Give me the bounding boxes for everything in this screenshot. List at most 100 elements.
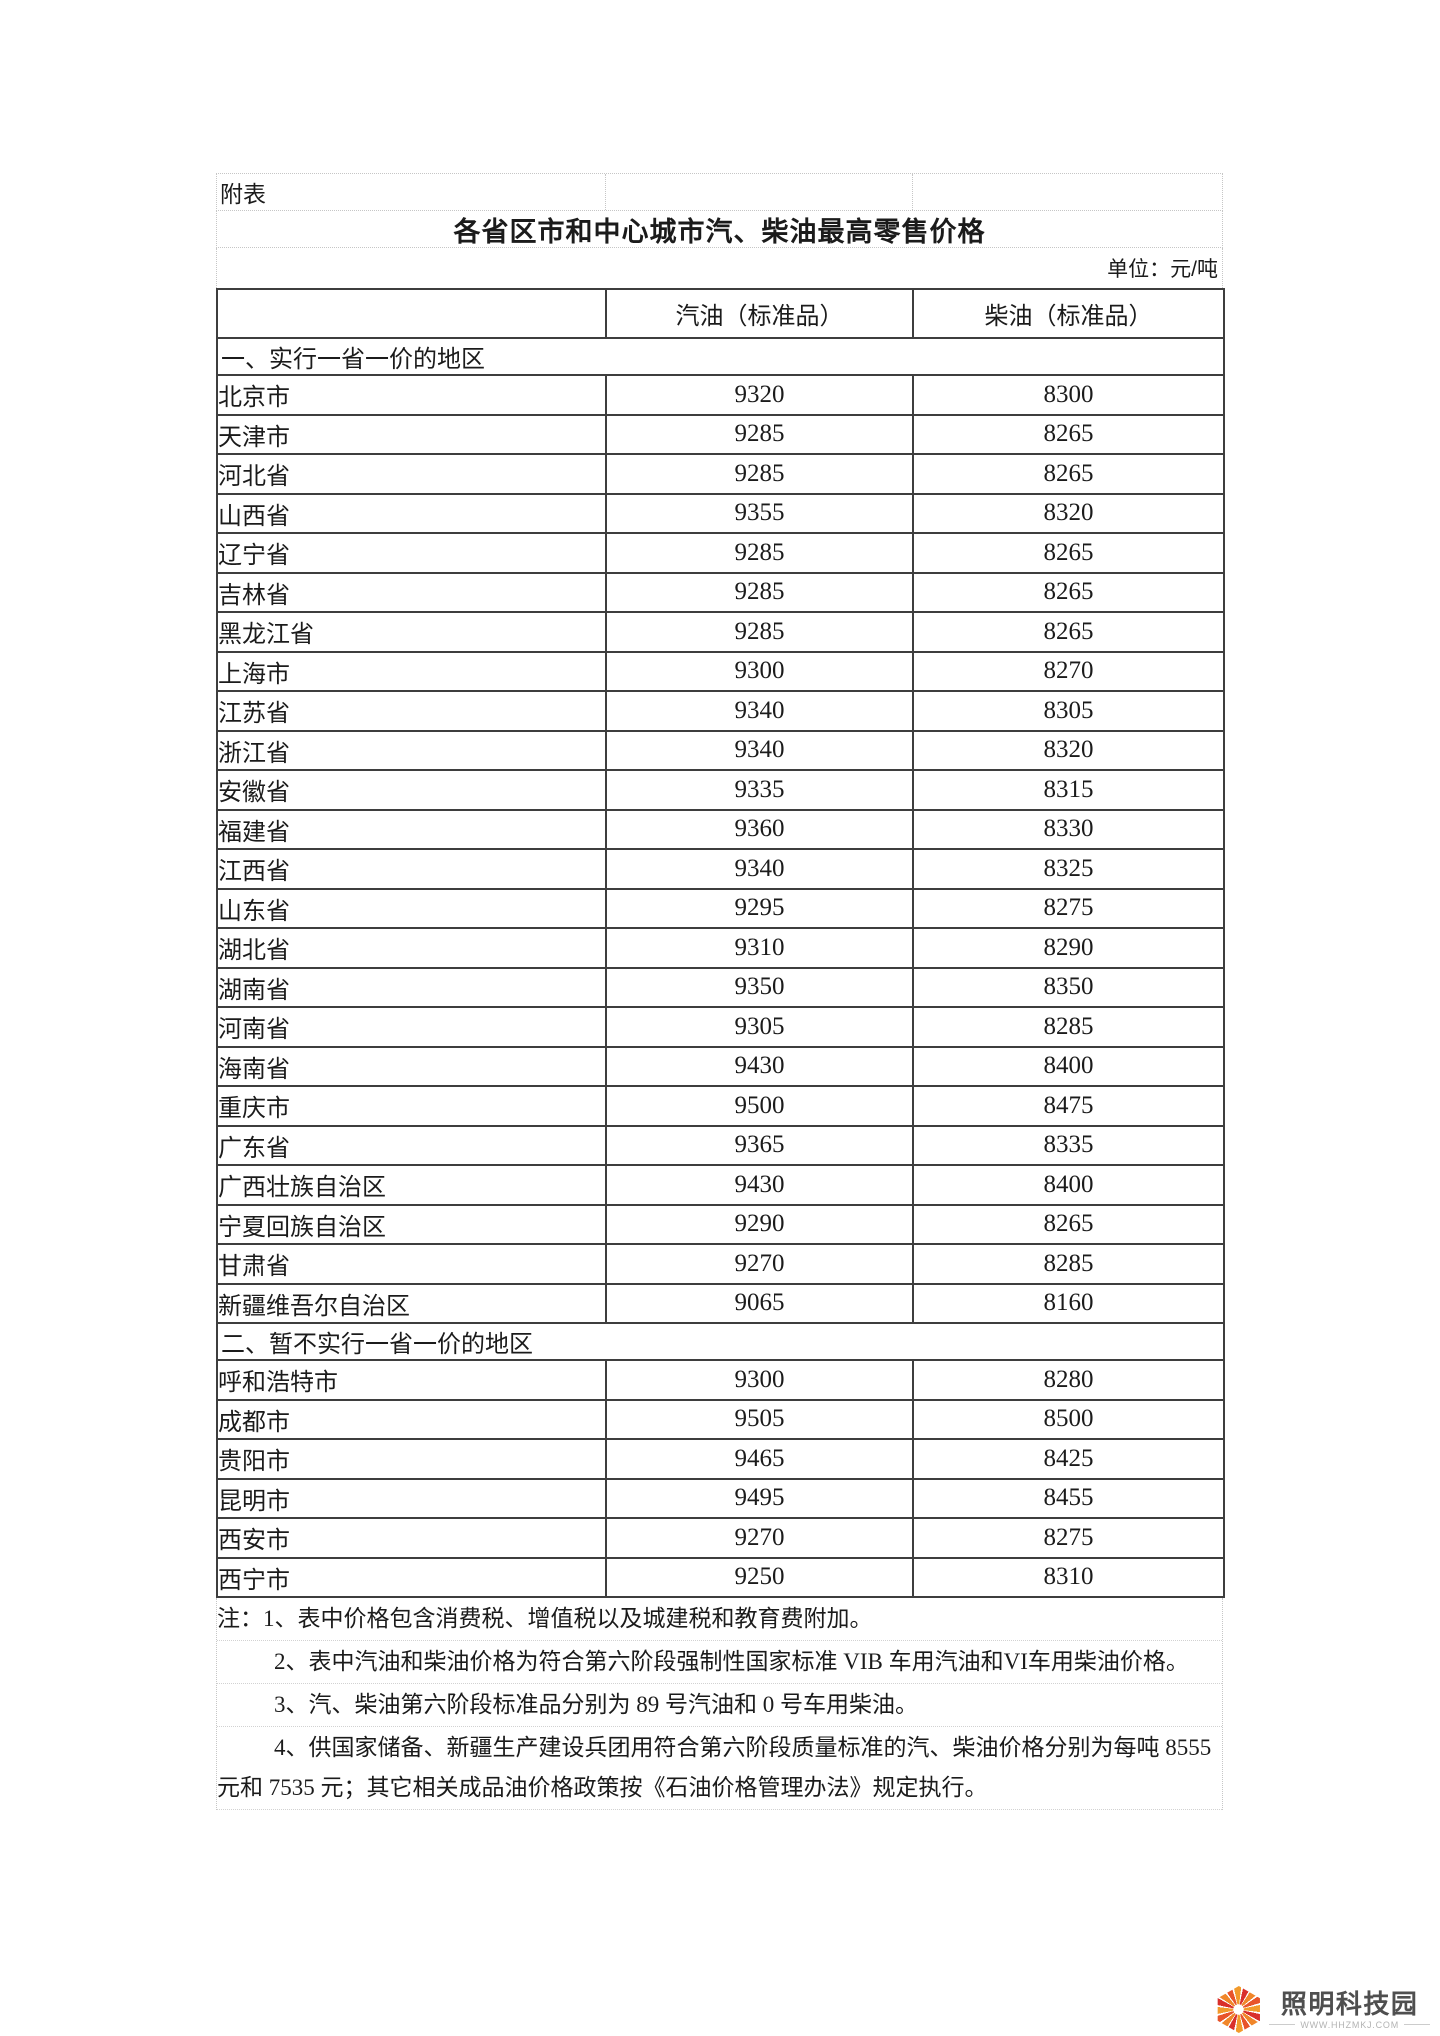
diesel-price-cell: 8310 [912, 1556, 1225, 1598]
table-row: 湖南省 9350 8350 [216, 966, 1225, 1008]
diesel-price-cell: 8320 [912, 729, 1225, 771]
table-row: 辽宁省 9285 8265 [216, 532, 1225, 574]
diesel-price-cell: 8350 [912, 966, 1225, 1008]
table-row: 黑龙江省 9285 8265 [216, 611, 1225, 653]
diesel-price-cell: 8285 [912, 1243, 1225, 1285]
gasoline-price-cell: 9290 [605, 1203, 914, 1245]
watermark-name: 照明科技园 [1280, 1988, 1419, 2019]
region-cell: 河北省 [216, 453, 607, 495]
region-column-header [216, 288, 607, 339]
table-row: 湖北省 9310 8290 [216, 927, 1225, 969]
table-row: 山东省 9295 8275 [216, 887, 1225, 929]
region-cell: 浙江省 [216, 729, 607, 771]
appendix-row-spacer-1 [605, 174, 911, 210]
diesel-price-cell: 8500 [912, 1398, 1225, 1440]
table-row: 贵阳市 9465 8425 [216, 1438, 1225, 1480]
region-cell: 昆明市 [216, 1477, 607, 1519]
gasoline-price-cell: 9270 [605, 1243, 914, 1285]
region-cell: 江苏省 [216, 690, 607, 732]
region-cell: 河南省 [216, 1006, 607, 1048]
gasoline-price-cell: 9285 [605, 532, 914, 574]
region-cell: 天津市 [216, 413, 607, 455]
table-row: 浙江省 9340 8320 [216, 729, 1225, 771]
gasoline-price-cell: 9495 [605, 1477, 914, 1519]
gasoline-price-cell: 9305 [605, 1006, 914, 1048]
region-cell: 山西省 [216, 492, 607, 534]
diesel-price-cell: 8300 [912, 374, 1225, 416]
table-row: 上海市 9300 8270 [216, 650, 1225, 692]
table-row: 吉林省 9285 8265 [216, 571, 1225, 613]
gasoline-price-cell: 9365 [605, 1124, 914, 1166]
diesel-price-cell: 8270 [912, 650, 1225, 692]
gasoline-price-cell: 9250 [605, 1556, 914, 1598]
appendix-label: 附表 [220, 181, 266, 207]
column-header-row: 汽油（标准品） 柴油（标准品） [216, 288, 1225, 339]
diesel-price-cell: 8305 [912, 690, 1225, 732]
page-title: 各省区市和中心城市汽、柴油最高零售价格 [216, 211, 1223, 248]
region-cell: 湖南省 [216, 966, 607, 1008]
table-row: 广东省 9365 8335 [216, 1124, 1225, 1166]
gasoline-price-cell: 9505 [605, 1398, 914, 1440]
table-row: 呼和浩特市 9300 8280 [216, 1359, 1225, 1401]
gasoline-price-cell: 9300 [605, 650, 914, 692]
notes: 注：1、表中价格包含消费税、增值税以及城建税和教育费附加。 2、表中汽油和柴油价格… [216, 1598, 1223, 1810]
table-row: 北京市 9320 8300 [216, 374, 1225, 416]
watermark: 照明科技园 WWW.HHZMKJ.COM [1215, 1986, 1430, 2033]
region-cell: 广东省 [216, 1124, 607, 1166]
gasoline-price-cell: 9340 [605, 690, 914, 732]
diesel-price-cell: 8265 [912, 611, 1225, 653]
table-row: 海南省 9430 8400 [216, 1045, 1225, 1087]
gasoline-price-cell: 9300 [605, 1359, 914, 1401]
starburst-logo-icon [1217, 1986, 1260, 2033]
diesel-price-cell: 8265 [912, 453, 1225, 495]
gasoline-price-cell: 9340 [605, 729, 914, 771]
diesel-price-cell: 8330 [912, 808, 1225, 850]
gasoline-price-cell: 9430 [605, 1045, 914, 1087]
region-cell: 北京市 [216, 374, 607, 416]
appendix-row: 附表 [216, 173, 1223, 211]
price-table-body: 一、实行一省一价的地区 北京市 9320 8300 天津市 9285 8265 河北省 9285… [216, 337, 1225, 1598]
table-row: 江苏省 9340 8305 [216, 690, 1225, 732]
gasoline-price-cell: 9285 [605, 571, 914, 613]
table-row: 甘肃省 9270 8285 [216, 1243, 1225, 1285]
diesel-price-cell: 8275 [912, 887, 1225, 929]
table-row: 重庆市 9500 8475 [216, 1085, 1225, 1127]
gasoline-price-cell: 9065 [605, 1282, 914, 1324]
table-row: 昆明市 9495 8455 [216, 1477, 1225, 1519]
table-row: 河南省 9305 8285 [216, 1006, 1225, 1048]
gasoline-price-cell: 9360 [605, 808, 914, 850]
watermark-rule-right [1404, 2024, 1430, 2025]
document-body: 附表 各省区市和中心城市汽、柴油最高零售价格 单位：元/吨 汽油（标准品） 柴油… [216, 173, 1225, 1810]
region-cell: 西安市 [216, 1517, 607, 1559]
gasoline-price-cell: 9320 [605, 374, 914, 416]
region-cell: 海南省 [216, 1045, 607, 1087]
gasoline-price-cell: 9430 [605, 1164, 914, 1206]
table-row: 宁夏回族自治区 9290 8265 [216, 1203, 1225, 1245]
diesel-price-cell: 8400 [912, 1045, 1225, 1087]
unit-label: 单位：元/吨 [216, 248, 1223, 288]
region-cell: 辽宁省 [216, 532, 607, 574]
diesel-price-cell: 8280 [912, 1359, 1225, 1401]
diesel-price-cell: 8320 [912, 492, 1225, 534]
diesel-price-cell: 8425 [912, 1438, 1225, 1480]
diesel-price-cell: 8275 [912, 1517, 1225, 1559]
table-row: 西安市 9270 8275 [216, 1517, 1225, 1559]
section-header: 二、暂不实行一省一价的地区 [216, 1322, 1225, 1361]
diesel-column-header: 柴油（标准品） [912, 288, 1225, 339]
watermark-url: WWW.HHZMKJ.COM [1300, 2019, 1399, 2030]
gasoline-price-cell: 9350 [605, 966, 914, 1008]
table-row: 成都市 9505 8500 [216, 1398, 1225, 1440]
gasoline-price-cell: 9295 [605, 887, 914, 929]
region-cell: 西宁市 [216, 1556, 607, 1598]
table-row: 新疆维吾尔自治区 9065 8160 [216, 1282, 1225, 1324]
watermark-texts: 照明科技园 WWW.HHZMKJ.COM [1269, 1989, 1430, 2031]
region-cell: 贵阳市 [216, 1438, 607, 1480]
region-cell: 呼和浩特市 [216, 1359, 607, 1401]
diesel-price-cell: 8455 [912, 1477, 1225, 1519]
gasoline-price-cell: 9340 [605, 848, 914, 890]
region-cell: 福建省 [216, 808, 607, 850]
region-cell: 山东省 [216, 887, 607, 929]
gasoline-price-cell: 9465 [605, 1438, 914, 1480]
table-row: 西宁市 9250 8310 [216, 1556, 1225, 1598]
region-cell: 安徽省 [216, 769, 607, 811]
